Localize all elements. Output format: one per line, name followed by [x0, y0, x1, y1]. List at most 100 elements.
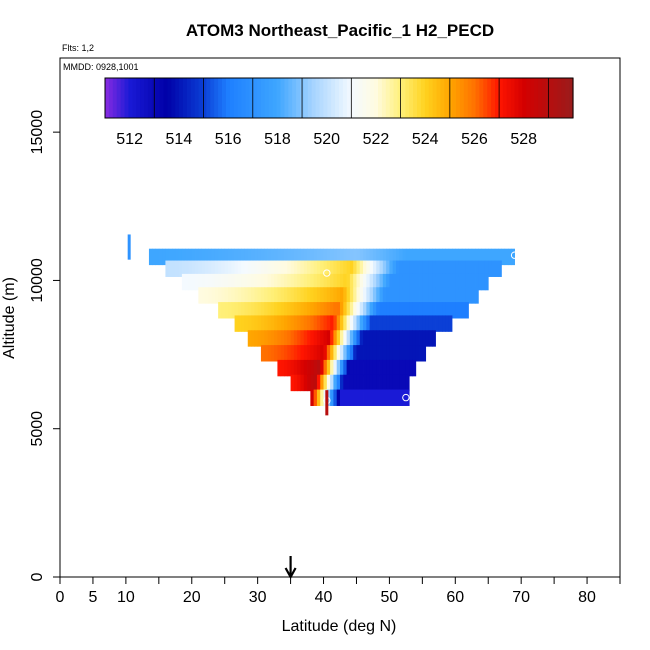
- section-cell: [218, 273, 222, 291]
- section-cell: [270, 273, 275, 291]
- section-cell: [310, 359, 315, 377]
- sample-point: [402, 393, 410, 402]
- section-cell: [412, 359, 417, 377]
- section-cell: [461, 260, 466, 277]
- colorbar-segment: [194, 78, 200, 118]
- section-cell: [260, 302, 265, 319]
- section-cell: [165, 248, 170, 266]
- section-cell: [349, 260, 354, 277]
- sample-point: [323, 269, 331, 277]
- section-cell: [382, 287, 387, 304]
- section-cell: [287, 315, 291, 332]
- section-cell: [392, 359, 397, 377]
- colorbar-segment: [432, 78, 438, 118]
- colorbar-segment: [417, 78, 422, 118]
- section-cell: [396, 345, 400, 362]
- section-cell: [313, 374, 318, 392]
- section-cell: [363, 359, 367, 377]
- colorbar-segment: [401, 78, 406, 118]
- colorbar-segment: [108, 78, 114, 118]
- section-cell: [310, 315, 315, 332]
- section-cell: [323, 315, 328, 332]
- flights-note: Flts: 1,2: [62, 43, 94, 53]
- section-cell: [452, 287, 456, 304]
- section-cell: [303, 330, 308, 347]
- colorbar-segment: [276, 78, 282, 118]
- section-cell: [369, 374, 374, 392]
- section-cell: [185, 273, 189, 291]
- section-cell: [303, 248, 308, 266]
- colorbar-segment: [522, 78, 527, 118]
- section-cell: [389, 359, 394, 377]
- section-cell: [402, 389, 407, 406]
- section-cell: [409, 260, 413, 277]
- section-cell: [445, 260, 450, 277]
- section-cell: [274, 287, 278, 304]
- section-cell: [465, 248, 469, 266]
- section-cell: [386, 287, 390, 304]
- section-cell: [264, 345, 268, 362]
- section-cell: [491, 248, 496, 266]
- section-cell: [376, 273, 380, 291]
- colorbar-segment: [413, 78, 418, 118]
- colorbar-segment: [132, 78, 137, 118]
- section-cell: [409, 345, 413, 362]
- section-cell: [270, 260, 275, 277]
- section-cell: [432, 315, 436, 332]
- date-note: MMDD: 0928,1001: [63, 62, 139, 72]
- section-cell: [323, 273, 328, 291]
- section-cell: [455, 273, 459, 291]
- colorbar-segment: [241, 78, 246, 118]
- section-cell: [284, 315, 288, 332]
- colorbar-segment: [526, 78, 531, 118]
- section-cell: [471, 248, 476, 266]
- section-cell: [419, 260, 423, 277]
- colorbar-segment: [214, 78, 219, 118]
- section-cell: [392, 315, 397, 332]
- section-cell: [382, 374, 387, 392]
- colorbar-segment: [210, 78, 215, 118]
- section-cell: [359, 287, 364, 304]
- section-cell: [270, 315, 275, 332]
- section-cell: [359, 315, 364, 332]
- section-cell: [376, 302, 380, 319]
- section-cell: [356, 248, 361, 266]
- colorbar-segment: [268, 78, 274, 118]
- section-cell: [323, 359, 328, 377]
- section-cell: [228, 260, 232, 277]
- section-cell: [343, 315, 347, 332]
- section-cell: [428, 330, 433, 347]
- section-cell: [386, 273, 390, 291]
- colorbar-segment: [448, 78, 453, 118]
- section-cell: [412, 315, 417, 332]
- colorbar-segment: [389, 78, 395, 118]
- colorbar-segment: [296, 78, 301, 118]
- section-cell: [465, 273, 469, 291]
- section-cell: [366, 389, 371, 406]
- section-cell: [392, 260, 397, 277]
- section-cell: [478, 248, 483, 266]
- section-cell: [399, 389, 403, 406]
- section-cell: [402, 359, 407, 377]
- colorbar-segment: [346, 78, 352, 118]
- section-cell: [508, 248, 512, 266]
- section-cell: [198, 287, 203, 304]
- colorbar-segment: [424, 78, 430, 118]
- section-cell: [237, 273, 242, 291]
- section-cell: [363, 315, 367, 332]
- section-cell: [188, 273, 193, 291]
- section-cell: [366, 315, 371, 332]
- section-cell: [382, 315, 387, 332]
- section-cell: [251, 260, 255, 277]
- section-cell: [313, 287, 318, 304]
- section-cell: [353, 315, 357, 332]
- section-cell: [359, 260, 364, 277]
- colorbar-segment: [436, 78, 441, 118]
- section-cell: [399, 248, 403, 266]
- y-tick-label: 5000: [29, 411, 46, 447]
- section-cell: [307, 273, 311, 291]
- section-cell: [386, 345, 390, 362]
- section-cell: [330, 359, 334, 377]
- section-cell: [247, 287, 252, 304]
